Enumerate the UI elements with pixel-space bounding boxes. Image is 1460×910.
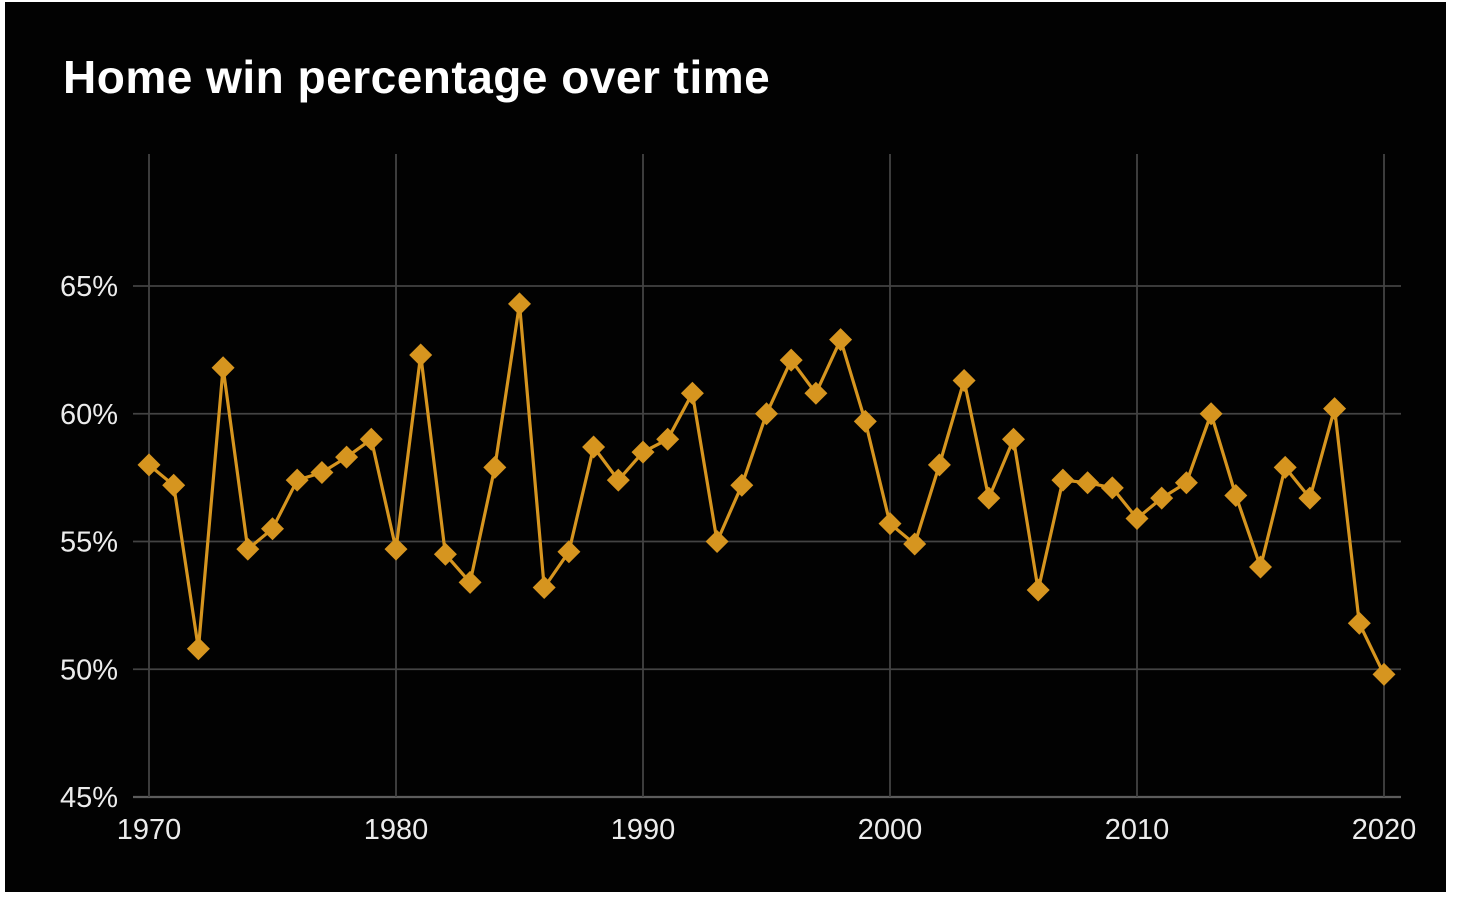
data-point (631, 440, 655, 464)
data-point (137, 453, 161, 477)
data-point (606, 468, 630, 492)
data-point (532, 575, 556, 599)
data-point (804, 381, 828, 405)
line-chart: 45% 50% 55% 60% 65% 1970 1980 1990 2000 2010 2020 (60, 154, 1417, 846)
data-point (878, 512, 902, 536)
data-points (137, 292, 1396, 686)
data-point (903, 532, 927, 556)
data-point (433, 542, 457, 566)
y-tick-label: 60% (60, 399, 118, 431)
y-tick-label: 45% (60, 782, 118, 814)
data-point (359, 427, 383, 451)
y-tick-label: 55% (60, 527, 118, 559)
data-point (285, 468, 309, 492)
data-line (147, 302, 1386, 677)
x-tick-label: 1990 (611, 814, 676, 846)
data-point (1347, 611, 1371, 635)
data-point (186, 637, 210, 661)
vertical-gridlines (148, 154, 1385, 797)
data-point (1224, 484, 1248, 508)
data-point (853, 409, 877, 433)
data-point (310, 461, 334, 485)
data-point (829, 328, 853, 352)
data-point (1150, 486, 1174, 510)
data-point (409, 343, 433, 367)
x-tick-label: 2020 (1352, 814, 1417, 846)
data-point (656, 427, 680, 451)
horizontal-gridlines (133, 285, 1401, 799)
x-tick-label: 2000 (858, 814, 923, 846)
data-point (779, 348, 803, 372)
chart-canvas: Home win percentage over time 45% 50% 55% 6… (5, 2, 1446, 892)
data-point (1125, 507, 1149, 531)
data-point (1051, 468, 1075, 492)
data-point (582, 435, 606, 459)
chart-title: Home win percentage over time (63, 51, 771, 103)
data-point (335, 445, 359, 469)
x-tick-label: 1970 (117, 814, 182, 846)
y-tick-label: 50% (60, 654, 118, 686)
data-point (1298, 486, 1322, 510)
data-point (755, 402, 778, 426)
data-point (162, 473, 186, 497)
data-point (1199, 402, 1223, 426)
y-tick-label: 65% (60, 271, 118, 303)
data-point (1372, 662, 1396, 686)
data-point (384, 537, 408, 561)
data-point (211, 356, 235, 380)
data-point (236, 537, 260, 561)
data-point (680, 381, 704, 405)
data-point (261, 517, 284, 541)
data-point (1249, 555, 1272, 579)
data-point (557, 540, 581, 564)
data-point (1026, 578, 1050, 602)
data-point (952, 369, 976, 393)
data-point (483, 455, 507, 479)
y-axis-labels: 45% 50% 55% 60% 65% (60, 271, 118, 814)
data-point (458, 570, 482, 594)
data-point (1273, 455, 1297, 479)
data-point (1323, 397, 1347, 421)
x-tick-label: 1980 (364, 814, 429, 846)
data-point (927, 453, 951, 477)
x-tick-label: 2010 (1105, 814, 1170, 846)
data-point (730, 473, 754, 497)
data-point (977, 486, 1001, 510)
x-axis-labels: 1970 1980 1990 2000 2010 2020 (117, 814, 1417, 846)
data-point (508, 292, 531, 316)
data-point (1076, 471, 1100, 495)
data-point (1100, 476, 1124, 500)
data-point (705, 530, 729, 553)
data-point (1002, 427, 1025, 451)
data-point (1174, 471, 1198, 495)
